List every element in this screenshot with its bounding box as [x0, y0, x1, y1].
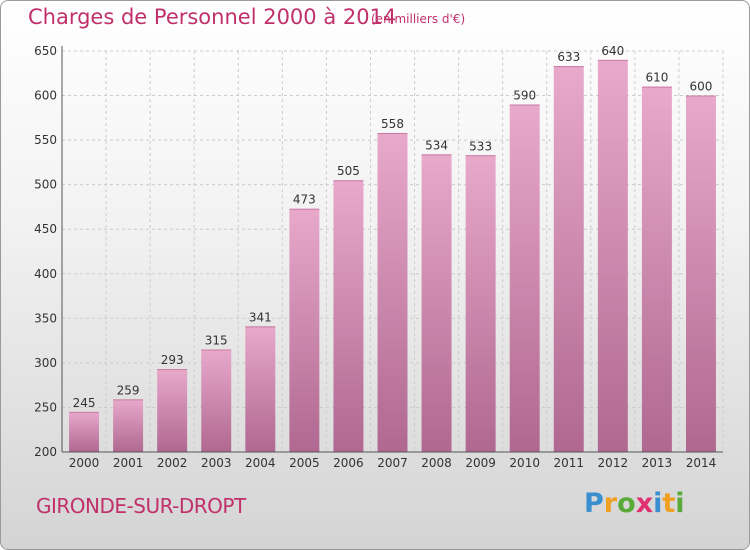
y-tick-label: 450 [34, 222, 57, 236]
bar-2010 [509, 104, 540, 452]
bar-2009 [465, 155, 496, 452]
data-label: 341 [249, 310, 272, 324]
y-tick-label: 550 [34, 133, 57, 147]
x-tick-label: 2012 [598, 456, 629, 470]
y-tick-label: 600 [34, 89, 57, 103]
data-label: 505 [337, 164, 360, 178]
x-tick-label: 2001 [113, 456, 144, 470]
x-tick-label: 2003 [201, 456, 232, 470]
data-label: 640 [601, 44, 624, 58]
bar-2006 [333, 180, 364, 452]
x-tick-label: 2002 [157, 456, 188, 470]
bar-2007 [377, 132, 408, 452]
bars [69, 59, 716, 453]
bar-2004 [245, 326, 276, 452]
data-labels: 245 259 293 315 341 473 505 558 534 533 590 633 640 6… [73, 44, 713, 410]
y-tick-label: 500 [34, 178, 57, 192]
bar-2002 [157, 369, 188, 452]
bar-2013 [641, 86, 672, 453]
place-name: GIRONDE-SUR-DROPT [36, 494, 246, 518]
x-tick-label: 2010 [509, 456, 540, 470]
x-tick-label: 2006 [333, 456, 364, 470]
x-tick-label: 2007 [377, 456, 408, 470]
y-tick-label: 200 [34, 445, 57, 459]
x-tick-label: 2000 [69, 456, 100, 470]
y-tick-label: 250 [34, 400, 57, 414]
x-tick-label: 2008 [421, 456, 452, 470]
x-tick-label: 2004 [245, 456, 276, 470]
data-label: 610 [645, 71, 668, 85]
y-tick-label: 300 [34, 356, 57, 370]
bar-2011 [553, 66, 584, 452]
data-label: 534 [425, 138, 448, 152]
y-tick-label: 650 [34, 44, 57, 58]
x-tick-label: 2011 [553, 456, 584, 470]
y-tick-label: 350 [34, 311, 57, 325]
data-label: 259 [117, 383, 140, 397]
bar-2014 [685, 95, 716, 453]
bar-2012 [597, 59, 628, 453]
bar-2001 [113, 399, 144, 452]
data-label: 245 [73, 396, 96, 410]
proxiti-logo[interactable]: Proxiti [584, 488, 685, 519]
data-label: 473 [293, 193, 316, 207]
bar-2005 [289, 208, 320, 452]
bar-2000 [69, 411, 100, 452]
bar-2008 [421, 154, 452, 452]
data-label: 600 [690, 80, 713, 94]
x-tick-label: 2009 [465, 456, 496, 470]
x-tick-label: 2014 [686, 456, 717, 470]
x-tick-label: 2005 [289, 456, 320, 470]
chart-title: Charges de Personnel 2000 à 2014 [28, 5, 397, 29]
data-label: 558 [381, 117, 404, 131]
data-label: 590 [513, 88, 536, 102]
data-label: 315 [205, 334, 228, 348]
bar-2003 [201, 349, 232, 452]
chart-subtitle: (en milliers d'€) [371, 12, 466, 26]
y-tick-label: 400 [34, 267, 57, 281]
data-label: 533 [469, 139, 492, 153]
data-label: 633 [557, 50, 580, 64]
axes: 200 250 300 350 400 450 500 550 600 650 2000 2001 20… [34, 44, 723, 470]
data-label: 293 [161, 353, 184, 367]
x-tick-label: 2013 [642, 456, 673, 470]
